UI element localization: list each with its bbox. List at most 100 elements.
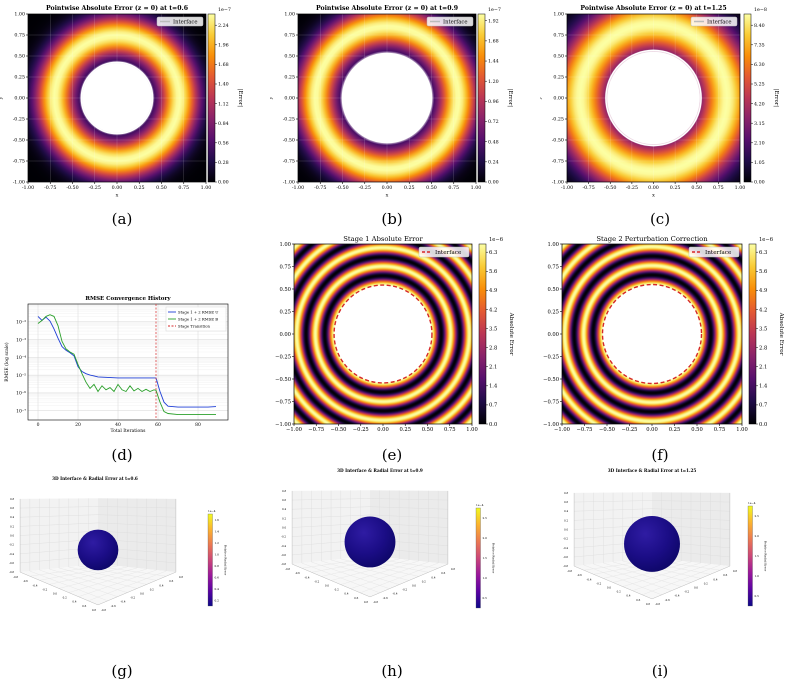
series-line-2 [37,314,216,416]
y-axis-label: y [540,96,543,100]
x-tick-label: -0.50 [336,185,348,191]
z-tick-label: 0.6 [282,498,286,502]
colorbar-tick-label: 0.28 [218,160,229,166]
colorbar-tick-label: 1.68 [488,39,499,45]
axis-edge [291,490,449,598]
colorbar-tick-label: 0.2 [215,598,220,602]
grid-line [49,568,128,593]
colorbar-tick-label: 0.0 [489,422,497,428]
x-tick-label: 0.25 [399,427,411,433]
heatmap-chart-c: Pointwise Absolute Error (z = 0) at t=1.… [538,5,779,199]
z-tick-label: -0.4 [9,552,14,556]
heatmap-chart-a: Pointwise Absolute Error (z = 0) at t=0.… [0,5,243,199]
z-tick-label: 0.2 [282,516,286,520]
grid-line [622,562,701,587]
interface-sphere [344,516,396,568]
colorbar-exponent: 1e−6 [489,237,503,243]
legend-label: Interface [705,250,732,256]
panel-c: Pointwise Absolute Error (z = 0) at t=1.… [538,0,785,200]
heatmap-surface [294,244,472,424]
heatmap-chart-b: Pointwise Absolute Error (z = 0) at t=0.… [269,5,513,199]
interface-circle [80,61,154,135]
y-tick-label: 0.00 [279,332,291,338]
x-tick-label: −0.75 [308,427,324,433]
x-tick-label: -0.6 [295,571,300,575]
y-tick-label: -0.25 [283,117,295,123]
subfigure-label-g: (g) [111,662,133,680]
legend-box [426,16,474,27]
chart-title: Pointwise Absolute Error (z = 0) at t=1.… [580,5,726,12]
y-tick-label: −0.50 [543,377,559,383]
x-tick-label: 0.4 [626,594,630,598]
x-tick-label: 0.00 [382,185,393,191]
x-tick-label: 0.75 [444,427,456,433]
z-tick-label: 0.0 [282,526,286,530]
x-tick-label: 0.50 [691,427,703,433]
plot-frame [27,303,229,421]
y-tick-label: -0.4 [392,592,397,596]
z-tick-label: 0.0 [564,528,568,532]
grid-line [301,562,380,593]
x-tick-label: 0.25 [669,427,681,433]
heatmap-chart-f: Stage 2 Perturbation Correction −1.00 −0.7… [543,235,784,433]
grid-line [292,514,448,519]
colorbar-tick-label: 1.2 [215,541,220,545]
colorbar-exponent: 1e−7 [488,7,501,13]
x-tick-label: -0.8 [567,569,572,573]
chart-title: Pointwise Absolute Error (z = 0) at t=0.… [316,5,458,12]
legend-label: Interface [173,19,198,25]
z-tick-label: 0.2 [10,524,14,528]
y-tick-label: -0.50 [283,138,295,144]
grid-line [583,564,662,595]
grid-line [78,569,157,597]
colorbar-tick-label: 6.3 [759,250,767,256]
x-tick-label: 40 [115,422,121,428]
grid-line [574,500,730,503]
grid-line [612,561,692,583]
grid-line [20,522,176,527]
grid-line [292,498,448,501]
z-tick-label: 0.8 [564,491,568,495]
subfigure-label-f: (f) [651,446,669,464]
panel-e: Stage 1 Absolute Error −1.00 −0.75 −0.50 −0.… [260,232,515,438]
grid-line [311,561,390,589]
colorbar-tick-label: 0.7 [489,403,497,409]
x-tick-label: 0.00 [112,185,123,191]
y-tick-label: 0.2 [704,581,708,585]
chart-title: RMSE Convergence History [85,296,171,302]
x-tick-label: 0.00 [648,185,659,191]
colorbar-tick-label: 4.9 [489,288,497,294]
x-tick-label: 0.25 [670,185,681,191]
y-tick-label: −1.00 [543,422,559,428]
colorbar-tick-label: 1.4 [215,529,220,533]
colorbar-tick-label: 1.5 [483,556,488,560]
surface3d-chart-h: 3D Interface & Radial Error at t=0.9 -0.8… [281,468,496,609]
y-tick-label: −0.75 [543,399,559,405]
z-tick-label: 0.8 [10,497,14,501]
x-tick-label: 0.25 [404,185,415,191]
colorbar-label: Relative Radial Error [764,541,768,572]
colorbar-tick-label: 1.5 [755,554,760,558]
y-tick-label: -0.8 [101,608,106,612]
y-tick-label: -0.75 [13,159,25,165]
y-tick-label: -0.25 [552,117,564,123]
colorbar-tick-label: 5.6 [489,269,497,275]
y-tick-label: 0.6 [723,573,727,577]
chart-title: Pointwise Absolute Error (z = 0) at t=0.… [46,5,188,12]
y-tick-label: 0.00 [284,96,295,102]
panel-b: Pointwise Absolute Error (z = 0) at t=0.… [269,0,532,200]
x-tick-label: 0 [37,422,40,428]
y-tick-label: 0.0 [140,592,144,596]
x-tick-label: 0.2 [335,588,339,592]
grid-line [58,567,138,589]
x-tick-label: 0.6 [636,598,640,602]
z-tick-label: -0.6 [9,561,14,565]
y-tick-label: 0.0 [412,584,416,588]
colorbar-tick-label: 0.96 [488,99,499,105]
y-tick-label: 10⁻² [16,320,26,326]
colorbar-label: |Error| [237,89,243,107]
x-tick-label: −0.25 [353,427,369,433]
x-tick-label: -0.8 [285,567,290,571]
colorbar-tick-label: 0.84 [218,121,229,127]
grid-line [68,568,147,593]
